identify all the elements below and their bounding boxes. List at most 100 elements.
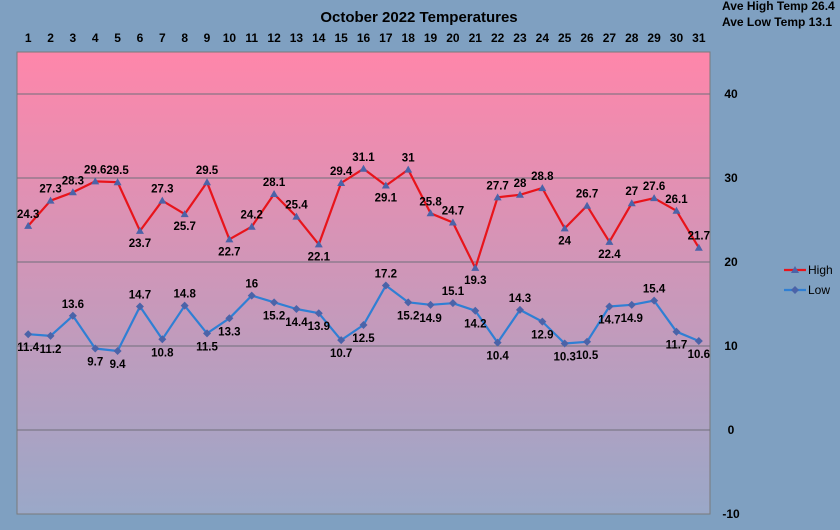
low-point [560, 339, 569, 348]
low-data-label: 10.5 [576, 350, 599, 362]
x-tick-label: 31 [692, 31, 706, 45]
high-data-label: 28.3 [62, 175, 84, 187]
x-tick-label: 15 [334, 31, 348, 45]
high-data-label: 24.2 [241, 210, 263, 222]
high-point [627, 199, 636, 207]
y-tick-label: 20 [724, 255, 738, 269]
low-point [91, 344, 100, 353]
low-data-label: 14.3 [509, 293, 531, 305]
low-point [627, 300, 636, 309]
high-data-label: 29.5 [106, 165, 129, 177]
low-point [672, 327, 681, 336]
low-data-label: 10.7 [330, 348, 352, 360]
low-data-label: 13.3 [218, 326, 240, 338]
low-point [583, 337, 592, 346]
low-point [448, 299, 457, 308]
high-point [426, 209, 435, 217]
high-point [694, 243, 703, 251]
high-point [158, 196, 167, 204]
low-data-label: 14.9 [419, 313, 441, 325]
x-tick-label: 30 [670, 31, 684, 45]
low-data-label: 10.4 [486, 351, 509, 363]
low-point [650, 296, 659, 305]
high-point [225, 235, 234, 243]
low-point [471, 306, 480, 315]
x-tick-label: 3 [70, 31, 77, 45]
high-data-label: 25.8 [419, 196, 442, 208]
x-tick-label: 6 [137, 31, 144, 45]
y-tick-label: 30 [724, 171, 738, 185]
low-point [493, 338, 502, 347]
low-data-label: 15.2 [263, 310, 285, 322]
low-point [24, 330, 33, 339]
x-tick-label: 24 [536, 31, 550, 45]
legend-label: High [808, 263, 833, 277]
x-tick-label: 13 [290, 31, 304, 45]
high-point [538, 184, 547, 192]
high-point [180, 210, 189, 218]
low-data-label: 12.9 [531, 330, 553, 342]
ave-low-temp: Ave Low Temp 13.1 [722, 15, 832, 29]
x-tick-label: 9 [204, 31, 211, 45]
legend-marker [791, 286, 799, 294]
high-data-label: 21.7 [688, 231, 710, 243]
x-tick-label: 22 [491, 31, 505, 45]
high-point [203, 178, 212, 186]
low-point [270, 298, 279, 307]
low-data-label: 11.4 [17, 342, 39, 354]
low-data-label: 14.9 [621, 313, 643, 325]
high-point [605, 237, 614, 245]
low-data-label: 11.7 [666, 340, 688, 352]
high-data-label: 27.3 [151, 184, 173, 196]
low-point [68, 311, 77, 320]
x-tick-label: 10 [223, 31, 237, 45]
high-point [404, 165, 413, 173]
low-data-label: 9.7 [87, 357, 103, 369]
low-data-label: 16 [245, 279, 258, 291]
low-point [247, 291, 256, 300]
series-group [24, 164, 703, 356]
high-data-label: 24 [558, 235, 571, 247]
high-data-label: 27.3 [39, 184, 61, 196]
low-point [158, 335, 167, 344]
low-data-label: 15.1 [442, 286, 465, 298]
low-point [337, 336, 346, 345]
legend-label: Low [808, 283, 830, 297]
high-point [68, 188, 77, 196]
x-tick-label: 16 [357, 31, 371, 45]
x-tick-label: 4 [92, 31, 99, 45]
low-point [538, 317, 547, 326]
high-data-label: 29.4 [330, 166, 353, 178]
low-point [135, 302, 144, 311]
low-data-label: 14.2 [464, 319, 486, 331]
x-tick-label: 11 [245, 31, 258, 45]
low-point [292, 305, 301, 314]
low-point [314, 309, 323, 318]
high-data-label: 29.1 [375, 193, 398, 205]
high-point [672, 206, 681, 214]
high-data-label: 24.3 [17, 209, 39, 221]
high-data-label: 28 [514, 178, 527, 190]
high-point [292, 212, 301, 220]
low-point [359, 321, 368, 329]
low-data-label: 15.2 [397, 310, 419, 322]
low-point [180, 301, 189, 310]
low-data-label: 9.4 [110, 359, 127, 371]
low-data-label: 11.5 [196, 341, 218, 353]
low-data-label: 14.8 [173, 289, 196, 301]
high-data-label: 26.1 [665, 194, 688, 206]
chart-title: October 2022 Temperatures [320, 9, 517, 26]
low-point [605, 302, 614, 311]
high-data-label: 22.4 [598, 249, 621, 261]
x-tick-label: 14 [312, 31, 326, 45]
high-point [314, 240, 323, 248]
low-data-label: 12.5 [352, 333, 375, 345]
high-data-label: 29.6 [84, 164, 106, 176]
low-data-label: 14.7 [598, 315, 620, 327]
high-data-label: 24.7 [442, 206, 464, 218]
high-point [270, 189, 279, 197]
low-point [694, 336, 703, 345]
x-tick-label: 19 [424, 31, 438, 45]
y-tick-label: 10 [724, 339, 738, 353]
high-point [381, 181, 390, 189]
